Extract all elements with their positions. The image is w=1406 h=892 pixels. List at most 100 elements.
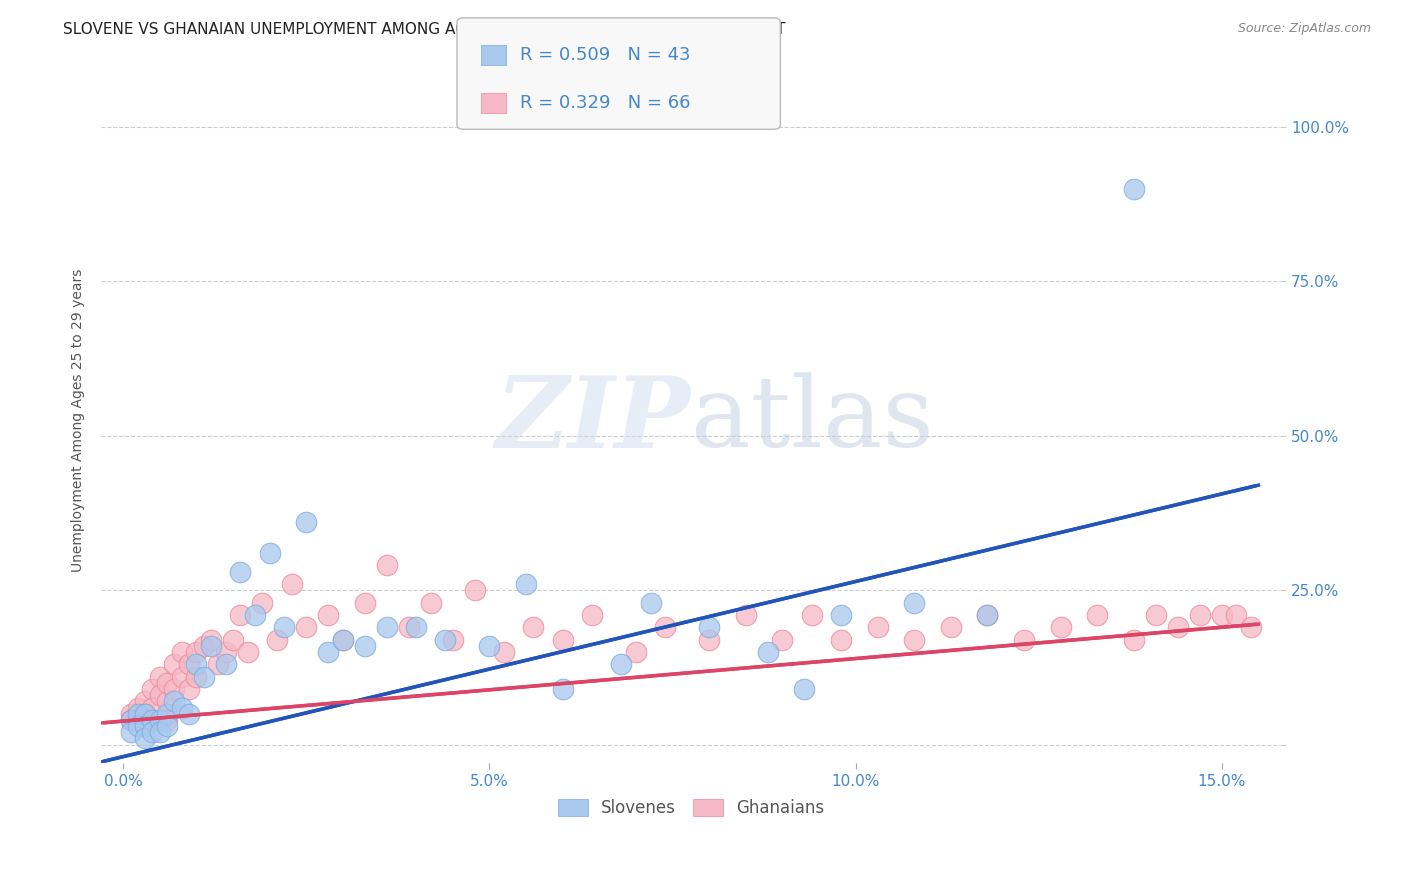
Point — [186, 645, 208, 659]
Point — [976, 607, 998, 622]
Point — [170, 700, 193, 714]
Y-axis label: Unemployment Among Ages 25 to 29 years: Unemployment Among Ages 25 to 29 years — [72, 268, 86, 572]
Point — [1085, 607, 1108, 622]
Point — [398, 620, 420, 634]
Point — [177, 681, 200, 696]
Text: R = 0.329   N = 66: R = 0.329 N = 66 — [520, 94, 690, 112]
Point — [1211, 607, 1233, 622]
Point — [134, 706, 156, 721]
Point — [316, 607, 339, 622]
Point — [266, 632, 288, 647]
Point — [120, 706, 142, 721]
Point — [229, 565, 252, 579]
Text: SLOVENE VS GHANAIAN UNEMPLOYMENT AMONG AGES 25 TO 29 YEARS CORRELATION CHART: SLOVENE VS GHANAIAN UNEMPLOYMENT AMONG A… — [63, 22, 786, 37]
Point — [163, 694, 186, 708]
Point — [127, 719, 149, 733]
Point — [770, 632, 793, 647]
Point — [654, 620, 676, 634]
Point — [207, 657, 229, 672]
Point — [163, 657, 186, 672]
Point — [624, 645, 647, 659]
Point — [332, 632, 354, 647]
Point — [866, 620, 889, 634]
Point — [280, 577, 302, 591]
Point — [243, 607, 266, 622]
Point — [1240, 620, 1263, 634]
Point — [375, 620, 398, 634]
Point — [332, 632, 354, 647]
Point — [976, 607, 998, 622]
Point — [1012, 632, 1035, 647]
Point — [141, 700, 163, 714]
Point — [551, 632, 574, 647]
Point — [793, 681, 815, 696]
Point — [193, 670, 215, 684]
Point — [756, 645, 779, 659]
Point — [295, 515, 318, 529]
Point — [354, 595, 377, 609]
Point — [149, 688, 172, 702]
Point — [697, 632, 720, 647]
Point — [200, 639, 222, 653]
Point — [149, 713, 172, 727]
Point — [830, 607, 852, 622]
Point — [120, 713, 142, 727]
Point — [127, 713, 149, 727]
Text: R = 0.509   N = 43: R = 0.509 N = 43 — [520, 46, 690, 64]
Point — [229, 607, 252, 622]
Point — [697, 620, 720, 634]
Point — [134, 706, 156, 721]
Legend: Slovenes, Ghanaians: Slovenes, Ghanaians — [551, 792, 831, 823]
Point — [127, 700, 149, 714]
Point — [170, 670, 193, 684]
Point — [515, 577, 537, 591]
Point — [236, 645, 259, 659]
Point — [522, 620, 544, 634]
Point — [120, 713, 142, 727]
Point — [186, 657, 208, 672]
Point — [1122, 632, 1144, 647]
Point — [177, 657, 200, 672]
Point — [903, 632, 925, 647]
Point — [193, 639, 215, 653]
Point — [141, 681, 163, 696]
Point — [1167, 620, 1189, 634]
Point — [939, 620, 962, 634]
Point — [120, 725, 142, 739]
Point — [1144, 607, 1167, 622]
Point — [830, 632, 852, 647]
Point — [127, 706, 149, 721]
Point — [581, 607, 603, 622]
Point — [222, 632, 245, 647]
Text: ZIP: ZIP — [496, 372, 690, 468]
Point — [141, 725, 163, 739]
Point — [186, 670, 208, 684]
Point — [163, 681, 186, 696]
Point — [1049, 620, 1071, 634]
Point — [640, 595, 662, 609]
Point — [295, 620, 318, 634]
Point — [1188, 607, 1211, 622]
Point — [492, 645, 515, 659]
Point — [156, 706, 179, 721]
Point — [177, 706, 200, 721]
Point — [156, 675, 179, 690]
Point — [170, 645, 193, 659]
Point — [141, 713, 163, 727]
Point — [434, 632, 457, 647]
Point — [375, 558, 398, 573]
Point — [478, 639, 501, 653]
Point — [734, 607, 756, 622]
Text: atlas: atlas — [690, 372, 934, 468]
Point — [149, 725, 172, 739]
Point — [800, 607, 823, 622]
Point — [405, 620, 427, 634]
Point — [354, 639, 377, 653]
Point — [259, 546, 281, 560]
Point — [316, 645, 339, 659]
Point — [215, 645, 238, 659]
Point — [419, 595, 441, 609]
Point — [215, 657, 238, 672]
Point — [149, 670, 172, 684]
Point — [134, 694, 156, 708]
